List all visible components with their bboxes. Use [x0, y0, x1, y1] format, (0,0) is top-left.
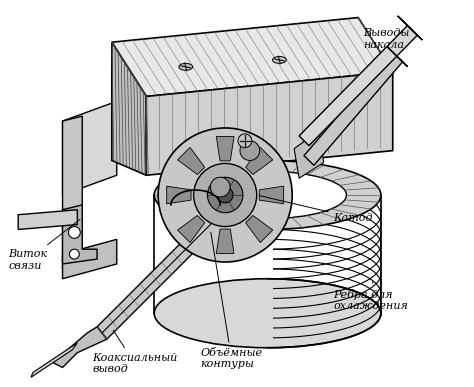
Polygon shape — [398, 16, 422, 40]
Polygon shape — [53, 327, 107, 368]
Polygon shape — [259, 186, 283, 204]
Polygon shape — [146, 72, 393, 175]
Text: Виток
связи: Виток связи — [9, 219, 80, 271]
Polygon shape — [178, 147, 205, 175]
Ellipse shape — [154, 161, 381, 229]
Polygon shape — [112, 17, 393, 96]
Text: Ребра для
охлаждения: Ребра для охлаждения — [334, 281, 409, 311]
Circle shape — [208, 177, 243, 213]
Circle shape — [158, 128, 292, 262]
Ellipse shape — [179, 63, 192, 70]
Polygon shape — [388, 47, 408, 67]
Polygon shape — [294, 131, 324, 178]
Polygon shape — [18, 210, 77, 229]
Polygon shape — [31, 343, 77, 377]
Circle shape — [68, 226, 80, 238]
Circle shape — [210, 177, 230, 197]
Polygon shape — [167, 186, 191, 204]
Polygon shape — [178, 216, 205, 243]
Polygon shape — [63, 116, 82, 269]
Circle shape — [217, 187, 233, 203]
Circle shape — [240, 141, 260, 161]
Polygon shape — [97, 209, 225, 339]
Ellipse shape — [273, 57, 286, 63]
Text: Катод: Катод — [259, 195, 373, 223]
Ellipse shape — [189, 171, 346, 219]
Text: Коаксиальный
вывод: Коаксиальный вывод — [92, 330, 177, 374]
Ellipse shape — [154, 279, 381, 348]
Polygon shape — [304, 52, 402, 165]
Polygon shape — [63, 101, 117, 195]
Text: Выводы
накала: Выводы накала — [363, 29, 410, 57]
Polygon shape — [246, 147, 273, 175]
Polygon shape — [246, 216, 273, 243]
Circle shape — [194, 163, 257, 226]
Polygon shape — [63, 239, 117, 279]
Polygon shape — [216, 229, 234, 253]
Polygon shape — [112, 42, 146, 175]
Circle shape — [69, 249, 79, 259]
Circle shape — [238, 134, 252, 148]
Polygon shape — [299, 26, 418, 146]
Polygon shape — [216, 137, 234, 161]
Polygon shape — [63, 205, 97, 264]
Text: Объёмные
контуры: Объёмные контуры — [201, 232, 263, 369]
